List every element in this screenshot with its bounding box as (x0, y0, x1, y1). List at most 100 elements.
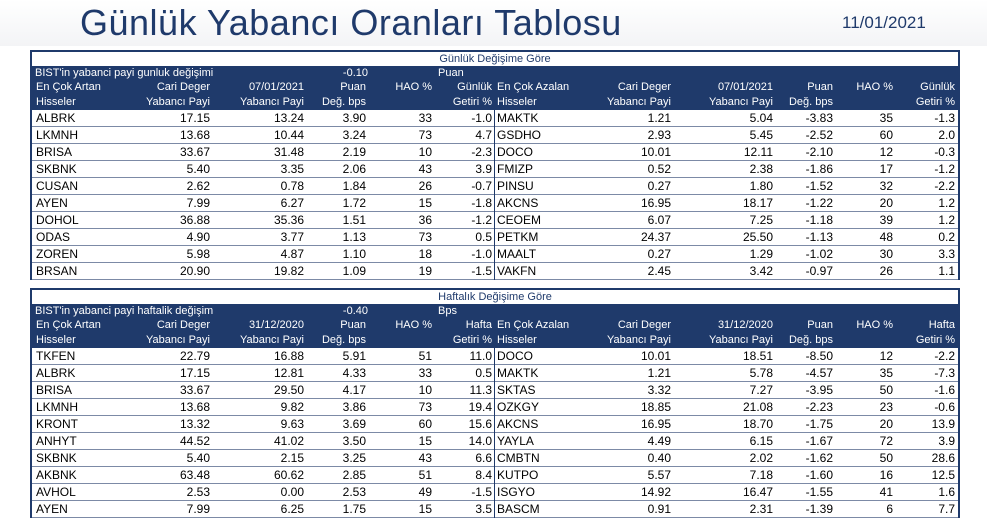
value-cell: -2.23 (805, 400, 833, 414)
value-cell: 3.9 (475, 162, 492, 176)
column-header-hao: HAO % (395, 319, 432, 331)
value-cell: 6.27 (280, 196, 304, 210)
value-cell: 18.85 (640, 400, 671, 414)
value-cell: 16.47 (742, 485, 773, 499)
value-cell: 0.27 (647, 179, 671, 193)
value-cell: 3.9 (938, 434, 955, 448)
value-cell: 10.44 (273, 128, 304, 142)
value-cell: -1.60 (805, 468, 833, 482)
summary-unit: Bps (438, 305, 457, 317)
value-cell: 5.04 (749, 111, 773, 125)
value-cell: -1.8 (471, 196, 492, 210)
value-cell: -4.57 (805, 366, 833, 380)
ticker-cell: ZOREN (36, 247, 78, 261)
value-cell: -2.10 (805, 145, 833, 159)
value-cell: 9.63 (280, 417, 304, 431)
summary-value: -0.10 (342, 67, 368, 79)
value-cell: -3.83 (805, 111, 833, 125)
value-cell: 18.17 (742, 196, 773, 210)
value-cell: 7.99 (186, 502, 210, 516)
section-title: Haftalık Değişime Göre (32, 288, 958, 305)
value-cell: 10 (418, 145, 432, 159)
ticker-cell: PINSU (497, 179, 534, 193)
value-cell: -1.67 (805, 434, 833, 448)
value-cell: 5.91 (342, 349, 366, 363)
value-cell: 2.0 (938, 128, 955, 142)
column-header-name: En Çok Artan (36, 81, 101, 93)
value-cell: 1.1 (938, 264, 955, 278)
value-cell: 7.7 (938, 502, 955, 516)
column-header-ref: Yabancı Payi (708, 334, 773, 346)
summary-label: BIST'in yabanci payi gunluk değişimi (35, 67, 214, 79)
column-header-ret: Getiri % (915, 334, 955, 346)
table-row: AYEN 7.99 6.25 1.75 15 3.5 BASCM 0.91 2.31 -1.39 6… (32, 501, 958, 518)
value-cell: 13.24 (273, 111, 304, 125)
value-cell: 4.7 (475, 128, 492, 142)
value-cell: 1.2 (938, 213, 955, 227)
value-cell: 0.78 (280, 179, 304, 193)
ticker-cell: AKBNK (36, 468, 77, 482)
column-header-ret: Getiri % (452, 96, 492, 108)
value-cell: 51 (418, 468, 432, 482)
value-cell: 44.52 (179, 434, 210, 448)
value-cell: 73 (418, 400, 432, 414)
value-cell: 3.25 (342, 451, 366, 465)
table-row: ANHYT 44.52 41.02 3.50 15 14.0 YAYLA 4.49 6.15 -1… (32, 433, 958, 450)
column-header-hao: HAO % (856, 319, 893, 331)
value-cell: -1.52 (805, 179, 833, 193)
column-header-chg: Puan (340, 81, 366, 93)
column-header-name: En Çok Artan (36, 319, 101, 331)
value-cell: 1.21 (647, 366, 671, 380)
value-cell: 15 (418, 196, 432, 210)
ticker-cell: AYEN (36, 196, 68, 210)
table-row: ZOREN 5.98 4.87 1.10 18 -1.0 MAALT 0.27 1.29 -1.0… (32, 246, 958, 263)
value-cell: 1.6 (938, 485, 955, 499)
ticker-cell: ODAS (36, 230, 71, 244)
column-header-cur: Cari Deger (156, 319, 210, 331)
value-cell: 1.29 (749, 247, 773, 261)
ticker-cell: BRSAN (36, 264, 78, 278)
column-header-ret: Hafta (465, 319, 492, 331)
value-cell: 1.75 (342, 502, 366, 516)
value-cell: 33 (418, 111, 432, 125)
value-cell: 35 (879, 111, 893, 125)
value-cell: 51 (418, 349, 432, 363)
value-cell: 19.82 (273, 264, 304, 278)
value-cell: 33 (418, 366, 432, 380)
value-cell: 0.52 (647, 162, 671, 176)
value-cell: 60 (418, 417, 432, 431)
value-cell: -0.3 (934, 145, 955, 159)
ticker-cell: ANHYT (36, 434, 77, 448)
value-cell: 50 (879, 383, 893, 397)
column-header-ret: Hafta (928, 319, 955, 331)
ticker-cell: ISGYO (497, 485, 536, 499)
column-header-name: Hisseler (36, 334, 76, 346)
ticker-cell: TKFEN (36, 349, 76, 363)
value-cell: 2.38 (749, 162, 773, 176)
value-cell: -1.3 (934, 111, 955, 125)
value-cell: 7.27 (749, 383, 773, 397)
ticker-cell: PETKM (497, 230, 539, 244)
value-cell: 1.72 (342, 196, 366, 210)
value-cell: -2.2 (934, 179, 955, 193)
ticker-cell: BASCM (497, 502, 540, 516)
value-cell: 29.50 (273, 383, 304, 397)
ticker-cell: LKMNH (36, 400, 79, 414)
column-header-name: En Çok Azalan (497, 319, 570, 331)
value-cell: 4.17 (342, 383, 366, 397)
value-cell: 14.92 (640, 485, 671, 499)
column-header-name: Hisseler (36, 96, 76, 108)
value-cell: 0.40 (647, 451, 671, 465)
value-cell: 19.4 (468, 400, 492, 414)
table-row: KRONT 13.32 9.63 3.69 60 15.6 AKCNS 16.95 18.70 -… (32, 416, 958, 433)
column-header-cur: Cari Deger (617, 319, 671, 331)
value-cell: 5.98 (186, 247, 210, 261)
value-cell: 60 (879, 128, 893, 142)
column-header-ref: Yabancı Payi (708, 96, 773, 108)
column-header-row: En Çok Artan Hisseler Cari Deger Yabancı Pa… (32, 80, 958, 110)
value-cell: 12.81 (273, 366, 304, 380)
page-title: Günlük Yabancı Oranları Tablosu (80, 2, 622, 43)
column-header-ret: Günlük (457, 81, 492, 93)
value-cell: 7.99 (186, 196, 210, 210)
value-cell: -0.97 (805, 264, 833, 278)
